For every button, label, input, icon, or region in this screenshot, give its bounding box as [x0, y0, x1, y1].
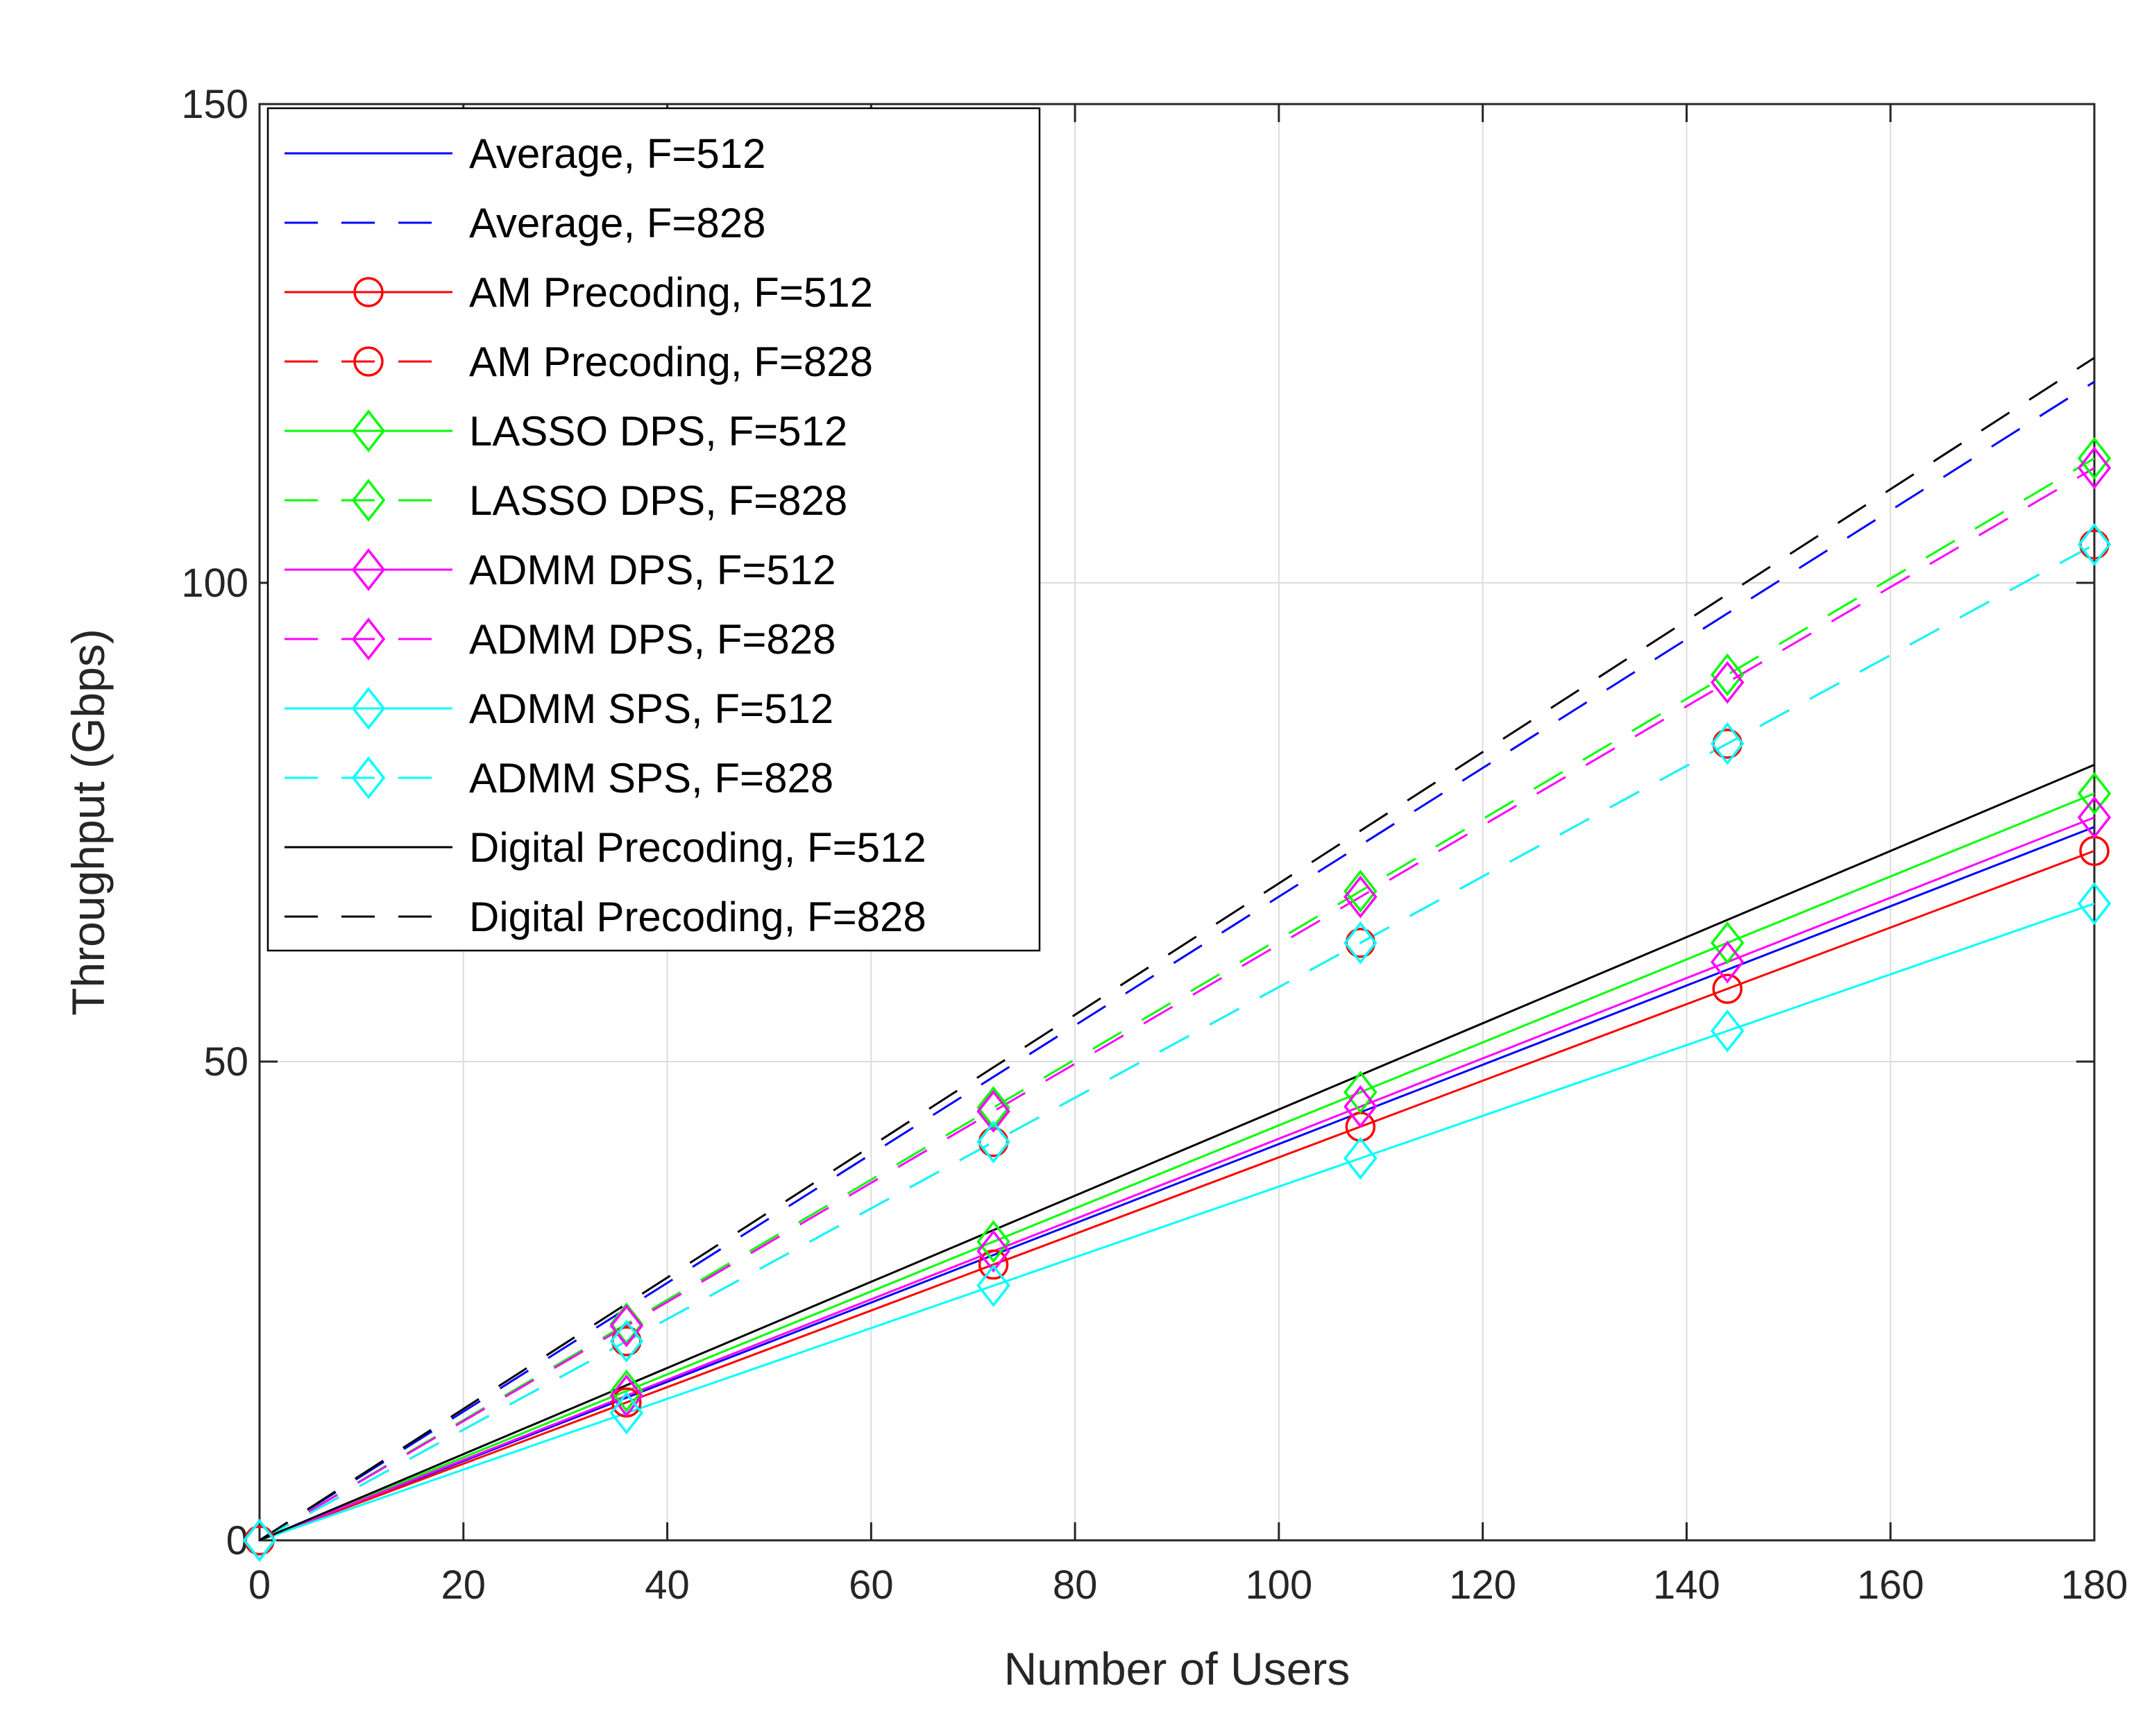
- legend-label-3: AM Precoding, F=828: [469, 339, 873, 385]
- data-point: [1710, 1010, 1745, 1053]
- series-line-0: [259, 826, 2095, 1542]
- legend-label-5: LASSO DPS, F=828: [469, 477, 847, 524]
- series-lines: [259, 357, 2095, 1542]
- legend-label-1: Average, F=828: [469, 200, 766, 246]
- data-point: [1710, 661, 1745, 704]
- data-point: [1710, 653, 1745, 697]
- data-point: [2077, 796, 2112, 839]
- data-point: [2077, 522, 2112, 566]
- legend-label-10: Digital Precoding, F=512: [469, 824, 926, 871]
- legend-marker-5: [351, 479, 386, 522]
- series-line-8: [259, 902, 2095, 1542]
- data-point: [609, 1320, 644, 1363]
- legend: Average, F=512 Average, F=828 AM Precoding…: [266, 107, 1041, 952]
- x-tick-label: 80: [1053, 1563, 1098, 1608]
- x-tick-label: 20: [441, 1563, 486, 1608]
- data-point: [976, 1086, 1010, 1130]
- series-line-9: [259, 543, 2095, 1542]
- x-tick-label: 160: [1857, 1563, 1924, 1608]
- legend-label-6: ADMM DPS, F=512: [469, 547, 836, 593]
- data-point: [1343, 875, 1377, 919]
- data-point: [1710, 940, 1745, 984]
- data-point: [1343, 1137, 1377, 1180]
- legend-label-9: ADMM SPS, F=828: [469, 755, 833, 801]
- data-point: [2077, 436, 2112, 480]
- x-tick-label: 120: [1449, 1563, 1516, 1608]
- y-tick-label: 50: [203, 1039, 248, 1084]
- series-line-10: [259, 763, 2095, 1542]
- data-point: [976, 1220, 1010, 1263]
- data-point: [1343, 1085, 1377, 1128]
- series-line-1: [259, 380, 2095, 1542]
- legend-marker-6: [351, 548, 386, 591]
- data-point: [1343, 921, 1377, 964]
- x-tick-label: 180: [2061, 1563, 2128, 1608]
- data-point: [609, 1391, 644, 1435]
- data-point: [609, 1374, 644, 1418]
- data-point: [1710, 921, 1745, 964]
- legend-marker-2: [353, 277, 384, 307]
- legend-label-8: ADMM SPS, F=512: [469, 686, 833, 732]
- x-tick-label: 0: [248, 1563, 271, 1608]
- legend-box: [266, 107, 1041, 952]
- series-line-6: [259, 816, 2095, 1542]
- x-axis-title: Number of Users: [1004, 1643, 1350, 1694]
- legend-label-2: AM Precoding, F=512: [469, 269, 873, 316]
- data-point: [609, 1369, 644, 1413]
- y-axis-title: Throughput (Gbps): [62, 629, 114, 1016]
- y-tick-label: 150: [181, 82, 248, 127]
- x-tick-label: 100: [1245, 1563, 1312, 1608]
- x-tick-label: 60: [849, 1563, 894, 1608]
- data-point: [1710, 722, 1745, 765]
- data-point: [1343, 869, 1377, 913]
- legend-marker-3: [353, 346, 384, 377]
- data-point: [242, 1519, 277, 1562]
- data-point: [978, 1249, 1009, 1280]
- legend-marker-7: [351, 618, 386, 661]
- legend-label-11: Digital Precoding, F=828: [469, 894, 926, 940]
- data-point: [976, 1264, 1010, 1307]
- x-tick-label: 140: [1653, 1563, 1720, 1608]
- data-point: [976, 1121, 1010, 1164]
- legend-label-4: LASSO DPS, F=512: [469, 408, 847, 454]
- data-point: [2077, 882, 2112, 926]
- data-point: [1712, 973, 1743, 1004]
- series-line-5: [259, 457, 2095, 1542]
- legend-label-0: Average, F=512: [469, 130, 766, 177]
- legend-label-7: ADMM DPS, F=828: [469, 616, 836, 663]
- data-point: [2077, 772, 2112, 815]
- series-line-7: [259, 467, 2095, 1542]
- series-line-2: [259, 849, 2095, 1542]
- data-point: [1343, 1071, 1377, 1114]
- legend-marker-9: [351, 756, 386, 799]
- legend-marker-4: [351, 409, 386, 452]
- data-point: [976, 1229, 1010, 1273]
- data-point: [2077, 446, 2112, 490]
- x-tick-label: 40: [645, 1563, 690, 1608]
- series-line-4: [259, 792, 2095, 1542]
- plot-frame: [258, 103, 2096, 1542]
- legend-marker-8: [351, 687, 386, 730]
- data-point: [609, 1304, 644, 1347]
- series-line-11: [259, 357, 2095, 1542]
- y-tick-label: 100: [181, 561, 248, 606]
- data-point: [976, 1089, 1010, 1133]
- series-markers: [242, 436, 2112, 1562]
